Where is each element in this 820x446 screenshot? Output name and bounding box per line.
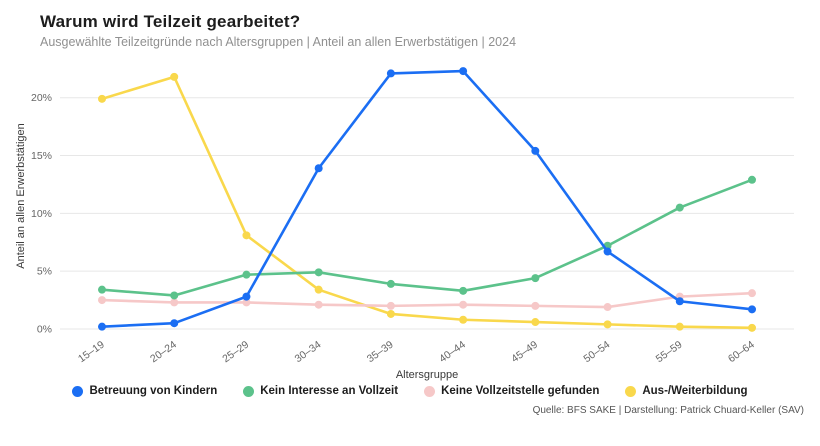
x-tick-label: 50–54 [581,339,612,366]
data-point [98,296,106,305]
y-tick-label: 0% [37,324,52,336]
data-point [459,67,468,76]
x-axis-label: Altersgruppe [396,369,458,381]
x-tick-label: 40–44 [437,339,468,366]
data-point [242,270,251,279]
legend-item: Keine Vollzeitstelle gefunden [424,385,599,397]
data-point [748,305,756,314]
chart-legend: Betreuung von Kindern Kein Interesse an V… [12,385,808,397]
legend-dot-icon [243,385,255,397]
data-point [459,315,468,324]
data-point [98,285,106,294]
data-point [675,322,684,331]
data-point [314,268,323,277]
legend-label: Kein Interesse an Vollzeit [260,385,399,397]
data-point [98,94,106,103]
data-point [170,291,179,300]
source-note: Quelle: BFS SAKE | Darstellung: Patrick … [532,405,804,416]
legend-item: Betreuung von Kindern [72,385,217,397]
data-point [386,279,395,288]
x-tick-label: 55–59 [654,339,685,366]
data-point [242,231,251,240]
data-point [314,285,323,294]
data-point [531,301,540,310]
y-tick-label: 10% [31,208,52,220]
data-point [459,286,468,295]
legend-dot-icon [424,385,436,397]
data-point [459,300,468,309]
y-tick-label: 15% [31,150,52,162]
data-point [531,274,540,283]
data-point [386,309,395,318]
data-point [748,175,756,184]
series-line [100,75,754,330]
data-point [170,319,179,328]
data-point [748,289,756,298]
series-line [100,178,754,297]
legend-label: Betreuung von Kindern [89,385,218,397]
data-point [386,301,395,310]
data-point [386,69,395,78]
legend-dot-icon [625,385,637,397]
x-tick-label: 30–34 [293,339,324,366]
x-tick-label: 25–29 [220,339,251,366]
data-point [314,164,323,173]
data-point [675,297,684,306]
x-tick-label: 60–64 [726,339,757,366]
y-axis-label: Anteil an allen Erwerbstätigen [15,123,27,269]
series-line [100,291,754,309]
x-tick-label: 15–19 [76,339,107,366]
legend-dot-icon [72,385,84,397]
page-title: Warum wird Teilzeit gearbeitet? [40,12,301,31]
line-chart: 0% 5% 10% 15% 20% Anteil an allen Erwerbstäti… [12,51,808,383]
data-point [170,298,179,307]
data-point [314,300,323,309]
legend-item: Kein Interesse an Vollzeit [243,385,398,397]
x-tick-label: 35–39 [365,339,396,366]
data-point [603,303,612,312]
data-point [675,203,684,212]
series-line [100,69,754,328]
data-point [531,146,540,155]
x-tick-label: 20–24 [148,339,179,366]
legend-item: Aus-/Weiterbildung [625,385,748,397]
chart-svg: 0% 5% 10% 15% 20% Anteil an allen Erwerbstäti… [15,67,794,381]
y-tick-label: 20% [31,92,52,104]
data-point [748,323,756,332]
y-tick-label: 5% [37,266,52,278]
legend-label: Aus-/Weiterbildung [642,385,748,397]
data-point [98,322,106,331]
page-subtitle: Ausgewählte Teilzeitgründe nach Altersgr… [40,35,517,49]
data-point [242,292,251,301]
data-point [603,247,612,256]
data-point [531,318,540,327]
data-point [603,320,612,329]
legend-label: Keine Vollzeitstelle gefunden [441,385,600,397]
data-point [242,298,251,307]
x-tick-label: 45–49 [509,339,540,366]
data-point [170,72,179,81]
